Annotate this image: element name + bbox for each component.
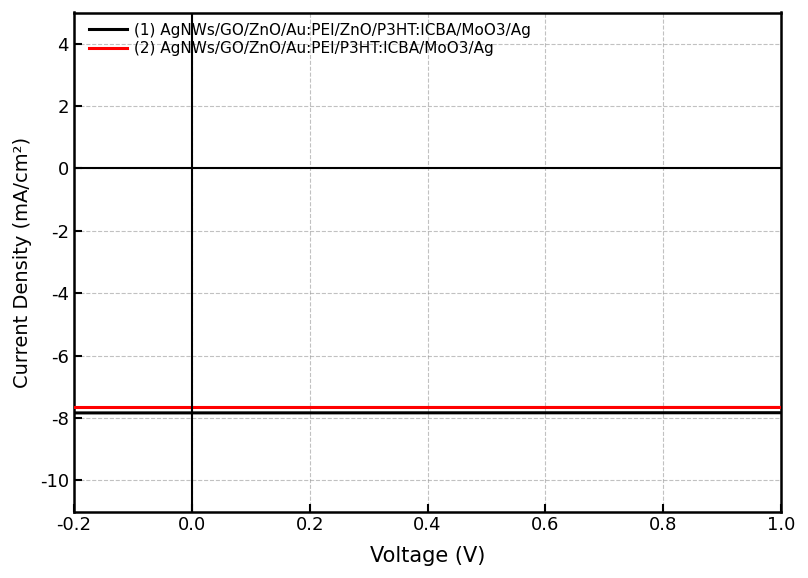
(2) AgNWs/GO/ZnO/Au:PEI/P3HT:ICBA/MoO3/Ag [69, 404, 78, 411]
Legend: (1) AgNWs/GO/ZnO/Au:PEI/ZnO/P3HT:ICBA/MoO3/Ag, (2) AgNWs/GO/ZnO/Au:PEI/P3HT:ICBA: (1) AgNWs/GO/ZnO/Au:PEI/ZnO/P3HT:ICBA/Mo… [86, 20, 534, 60]
Y-axis label: Current Density (mA/cm²): Current Density (mA/cm²) [12, 136, 32, 388]
(2) AgNWs/GO/ZnO/Au:PEI/P3HT:ICBA/MoO3/Ag [419, 404, 428, 411]
(1) AgNWs/GO/ZnO/Au:PEI/ZnO/P3HT:ICBA/MoO3/Ag [635, 409, 645, 416]
(1) AgNWs/GO/ZnO/Au:PEI/ZnO/P3HT:ICBA/MoO3/Ag [789, 409, 798, 416]
X-axis label: Voltage (V): Voltage (V) [370, 546, 486, 565]
(1) AgNWs/GO/ZnO/Au:PEI/ZnO/P3HT:ICBA/MoO3/Ag [400, 409, 410, 416]
(1) AgNWs/GO/ZnO/Au:PEI/ZnO/P3HT:ICBA/MoO3/Ag [767, 409, 776, 416]
(1) AgNWs/GO/ZnO/Au:PEI/ZnO/P3HT:ICBA/MoO3/Ag [106, 409, 116, 416]
(1) AgNWs/GO/ZnO/Au:PEI/ZnO/P3HT:ICBA/MoO3/Ag [768, 409, 777, 416]
(1) AgNWs/GO/ZnO/Au:PEI/ZnO/P3HT:ICBA/MoO3/Ag [419, 409, 428, 416]
(2) AgNWs/GO/ZnO/Au:PEI/P3HT:ICBA/MoO3/Ag [767, 404, 776, 411]
(2) AgNWs/GO/ZnO/Au:PEI/P3HT:ICBA/MoO3/Ag [635, 404, 645, 411]
(2) AgNWs/GO/ZnO/Au:PEI/P3HT:ICBA/MoO3/Ag [789, 404, 798, 411]
(1) AgNWs/GO/ZnO/Au:PEI/ZnO/P3HT:ICBA/MoO3/Ag [69, 409, 78, 416]
(2) AgNWs/GO/ZnO/Au:PEI/P3HT:ICBA/MoO3/Ag [400, 404, 410, 411]
(2) AgNWs/GO/ZnO/Au:PEI/P3HT:ICBA/MoO3/Ag [106, 404, 116, 411]
(2) AgNWs/GO/ZnO/Au:PEI/P3HT:ICBA/MoO3/Ag [768, 404, 777, 411]
